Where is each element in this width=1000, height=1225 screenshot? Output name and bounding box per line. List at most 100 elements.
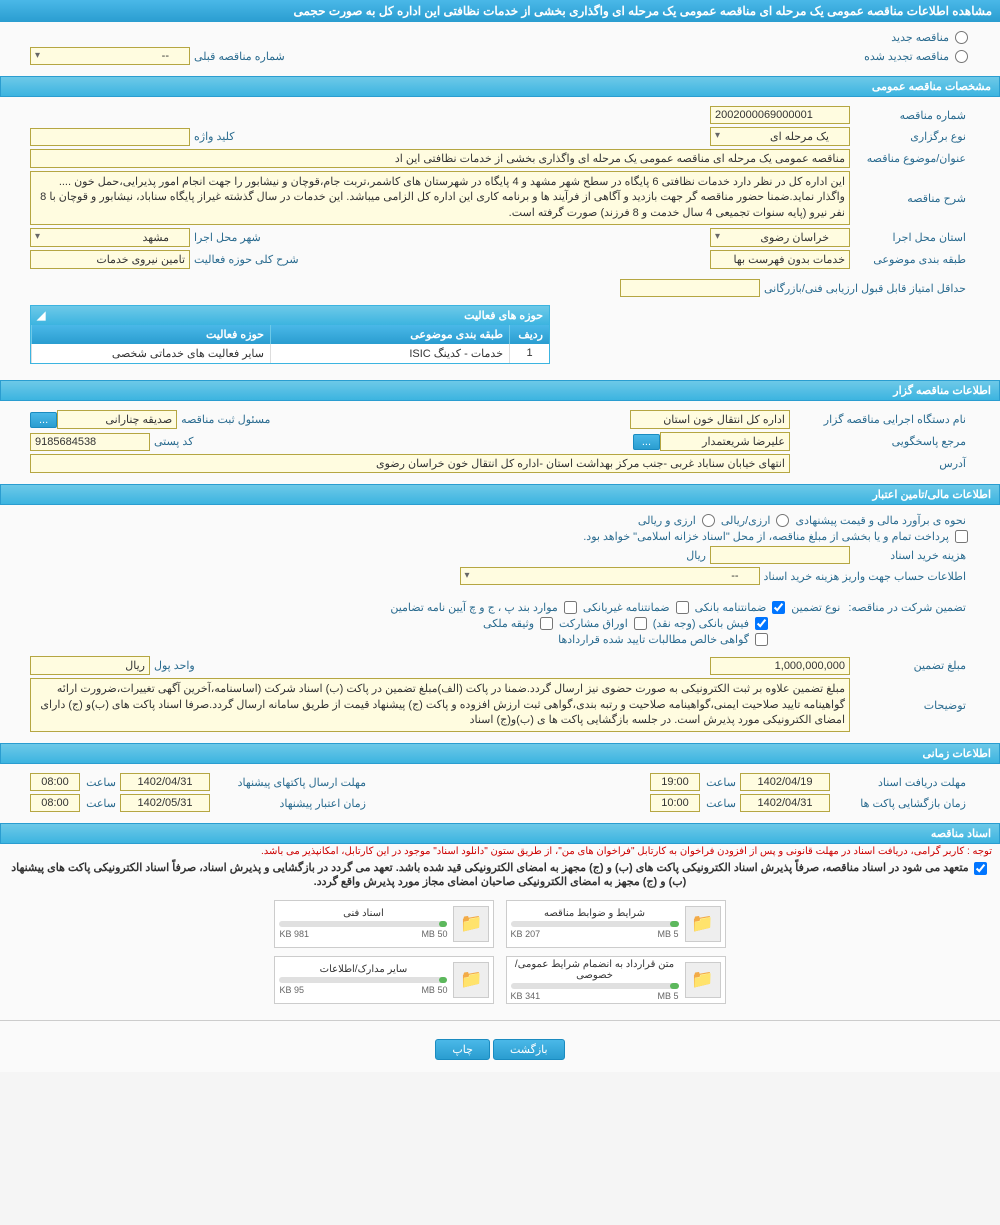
send-label: مهلت ارسال پاکتهای پیشنهاد (210, 776, 370, 789)
cost-field[interactable] (710, 546, 850, 564)
folder-icon: 📁 (685, 962, 721, 998)
notice-commit: متعهد می شود در اسناد مناقصه، صرفاً پذیر… (0, 859, 1000, 890)
amount-field[interactable]: 1,000,000,000 (710, 657, 850, 675)
receive-date: 1402/04/19 (740, 773, 830, 791)
city-select[interactable]: مشهد (30, 228, 190, 247)
back-button[interactable]: بازگشت (493, 1039, 565, 1060)
city-label: شهر محل اجرا (190, 231, 265, 244)
g5-checkbox[interactable] (634, 617, 647, 630)
open-date: 1402/04/31 (740, 794, 830, 812)
g4-checkbox[interactable] (755, 617, 768, 630)
resp-field: علیرضا شریعتمدار (660, 432, 790, 451)
valid-date: 1402/05/31 (120, 794, 210, 812)
section-time: اطلاعات زمانی (0, 743, 1000, 764)
doc-file-1[interactable]: 📁 شرایط و ضوابط مناقصه 5 MB 207 KB (506, 900, 726, 948)
open-label: زمان بازگشایی پاکت ها (830, 797, 970, 810)
keyword-field[interactable] (30, 128, 190, 146)
type-select[interactable]: یک مرحله ای (710, 127, 850, 146)
est-label: نحوه ی برآورد مالی و قیمت پیشنهادی (791, 514, 970, 527)
g5-label: اوراق مشارکت (555, 617, 632, 630)
prev-tender-select[interactable]: -- (30, 47, 190, 65)
subject-field[interactable]: مناقصه عمومی یک مرحله ای مناقصه عمومی یک… (30, 149, 850, 168)
addr-field: انتهای خیابان سناباد غربی -جنب مرکز بهدا… (30, 454, 790, 473)
resp-more-button[interactable]: ... (633, 434, 660, 450)
cost-label: هزینه خرید اسناد (850, 549, 970, 562)
doc-name: شرایط و ضوابط مناقصه (511, 908, 679, 919)
folder-icon: 📁 (453, 962, 489, 998)
expand-icon[interactable]: ◢ (37, 309, 45, 322)
desc-label: شرح مناقصه (850, 192, 970, 205)
scope-field: تامین نیروی خدمات (30, 250, 190, 269)
g6-checkbox[interactable] (540, 617, 553, 630)
doc-max: 5 MB (658, 929, 679, 939)
print-button[interactable]: چاپ (435, 1039, 490, 1060)
category-label: طبقه بندی موضوعی (850, 253, 970, 266)
category-field: خدمات بدون فهرست بها (710, 250, 850, 269)
g7-checkbox[interactable] (755, 633, 768, 646)
type-label: نوع برگزاری (850, 130, 970, 143)
post-field: 9185684538 (30, 433, 150, 451)
doc-name: سایر مدارک/اطلاعات (279, 964, 447, 975)
tender-no-label: شماره مناقصه (850, 109, 970, 122)
valid-label: زمان اعتبار پیشنهاد (210, 797, 370, 810)
g1-label: ضمانتنامه بانکی (691, 601, 771, 614)
doc-size: 341 KB (511, 991, 541, 1001)
unit-label: واحد پول (150, 659, 199, 672)
province-label: استان محل اجرا (850, 231, 970, 244)
reg-more-button[interactable]: ... (30, 412, 57, 428)
send-date: 1402/04/31 (120, 773, 210, 791)
payment-checkbox[interactable] (955, 530, 968, 543)
radio-renewed-label: مناقصه تجدید شده (860, 50, 953, 63)
doc-size: 95 KB (279, 985, 304, 995)
cell-n: 1 (509, 344, 549, 363)
unit-field: ریال (30, 656, 150, 675)
reg-label: مسئول ثبت مناقصه (177, 413, 274, 426)
radio-currency-2[interactable] (702, 514, 715, 527)
doc-name: اسناد فنی (279, 908, 447, 919)
opt-arz: ارزی/ریالی (717, 514, 775, 527)
time-l1: ساعت (700, 776, 740, 789)
receive-time: 19:00 (650, 773, 700, 791)
g6-label: وثیقه ملکی (479, 617, 538, 630)
cell-category: خدمات - کدینگ ISIC (270, 344, 509, 363)
keyword-label: کلید واژه (190, 130, 238, 143)
account-select[interactable]: -- (460, 567, 760, 585)
g7-label: گواهی خالص مطالبات تایید شده قراردادها (554, 633, 753, 646)
doc-max: 5 MB (658, 991, 679, 1001)
exec-label: نام دستگاه اجرایی مناقصه گزار (790, 413, 970, 426)
g2-label: ضمانتنامه غیربانکی (579, 601, 674, 614)
receive-label: مهلت دریافت اسناد (830, 776, 970, 789)
province-select[interactable]: خراسان رضوی (710, 228, 850, 247)
min-score-label: حداقل امتیاز قابل قبول ارزیابی فنی/بازرگ… (760, 282, 970, 295)
scope-label: شرح کلی حوزه فعالیت (190, 253, 303, 266)
doc-name: متن قرارداد به انضمام شرایط عمومی/خصوصی (511, 959, 679, 981)
post-label: کد پستی (150, 435, 197, 448)
addr-label: آدرس (790, 457, 970, 470)
notice-download: توجه : کاربر گرامی، دریافت اسناد در مهلت… (0, 844, 1000, 859)
col-scope: حوزه فعالیت (31, 325, 270, 344)
radio-renewed-tender[interactable] (955, 50, 968, 63)
doc-file-2[interactable]: 📁 اسناد فنی 50 MB 981 KB (274, 900, 494, 948)
doc-file-4[interactable]: 📁 سایر مدارک/اطلاعات 50 MB 95 KB (274, 956, 494, 1004)
radio-new-label: مناقصه جدید (887, 31, 953, 44)
section-general: مشخصات مناقصه عمومی (0, 76, 1000, 97)
g3-checkbox[interactable] (564, 601, 577, 614)
col-row: ردیف (509, 325, 549, 344)
notes-textarea[interactable]: مبلغ تضمین علاوه بر ثبت الکترونیکی به صو… (30, 678, 850, 732)
guarantee-label: تضمین شرکت در مناقصه: (844, 601, 970, 614)
g2-checkbox[interactable] (676, 601, 689, 614)
doc-size: 207 KB (511, 929, 541, 939)
page-title: مشاهده اطلاعات مناقصه عمومی یک مرحله ای … (0, 0, 1000, 22)
cost-unit: ریال (682, 549, 710, 562)
resp-label: مرجع پاسخگویی (790, 435, 970, 448)
section-docs: اسناد مناقصه (0, 823, 1000, 844)
radio-new-tender[interactable] (955, 31, 968, 44)
g1-checkbox[interactable] (772, 601, 785, 614)
commit-checkbox[interactable] (974, 862, 987, 875)
exec-field: اداره کل انتقال خون استان (630, 410, 790, 429)
time-l2: ساعت (80, 776, 120, 789)
min-score-field[interactable] (620, 279, 760, 297)
doc-file-3[interactable]: 📁 متن قرارداد به انضمام شرایط عمومی/خصوص… (506, 956, 726, 1004)
radio-currency-1[interactable] (776, 514, 789, 527)
desc-textarea[interactable]: این اداره کل در نظر دارد خدمات نظافتی 6 … (30, 171, 850, 225)
